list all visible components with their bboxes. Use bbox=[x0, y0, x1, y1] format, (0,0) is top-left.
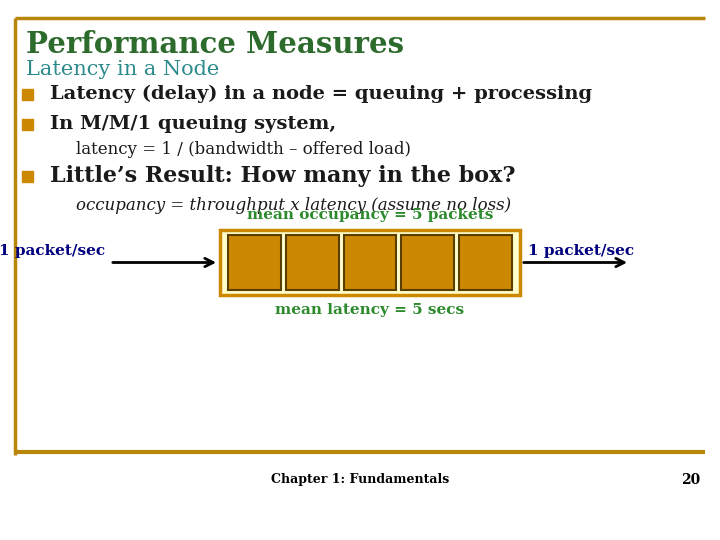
Text: mean occupancy = 5 packets: mean occupancy = 5 packets bbox=[247, 208, 493, 222]
Bar bbox=[220, 230, 520, 295]
Text: latency = 1 / (bandwidth – offered load): latency = 1 / (bandwidth – offered load) bbox=[76, 141, 411, 159]
Text: Performance Measures: Performance Measures bbox=[26, 30, 404, 59]
Text: 20: 20 bbox=[680, 473, 700, 487]
Bar bbox=[22, 119, 33, 130]
Bar bbox=[343, 235, 397, 290]
Bar bbox=[22, 89, 33, 100]
Text: In M/M/1 queuing system,: In M/M/1 queuing system, bbox=[50, 115, 336, 133]
Bar bbox=[22, 171, 33, 182]
Text: Latency (delay) in a node = queuing + processing: Latency (delay) in a node = queuing + pr… bbox=[50, 85, 592, 103]
Bar bbox=[228, 235, 281, 290]
Text: mean latency = 5 secs: mean latency = 5 secs bbox=[276, 303, 464, 317]
Text: occupancy = throughput x latency (assume no loss): occupancy = throughput x latency (assume… bbox=[76, 198, 511, 214]
Bar bbox=[459, 235, 512, 290]
Text: Chapter 1: Fundamentals: Chapter 1: Fundamentals bbox=[271, 474, 449, 487]
Bar bbox=[402, 235, 454, 290]
Bar bbox=[60, 202, 68, 210]
Bar bbox=[60, 146, 68, 154]
Text: Little’s Result: How many in the box?: Little’s Result: How many in the box? bbox=[50, 165, 516, 187]
Bar bbox=[286, 235, 338, 290]
Text: 1 packet/sec: 1 packet/sec bbox=[528, 244, 634, 258]
Text: 1 packet/sec: 1 packet/sec bbox=[0, 244, 105, 258]
Text: Latency in a Node: Latency in a Node bbox=[26, 60, 220, 79]
